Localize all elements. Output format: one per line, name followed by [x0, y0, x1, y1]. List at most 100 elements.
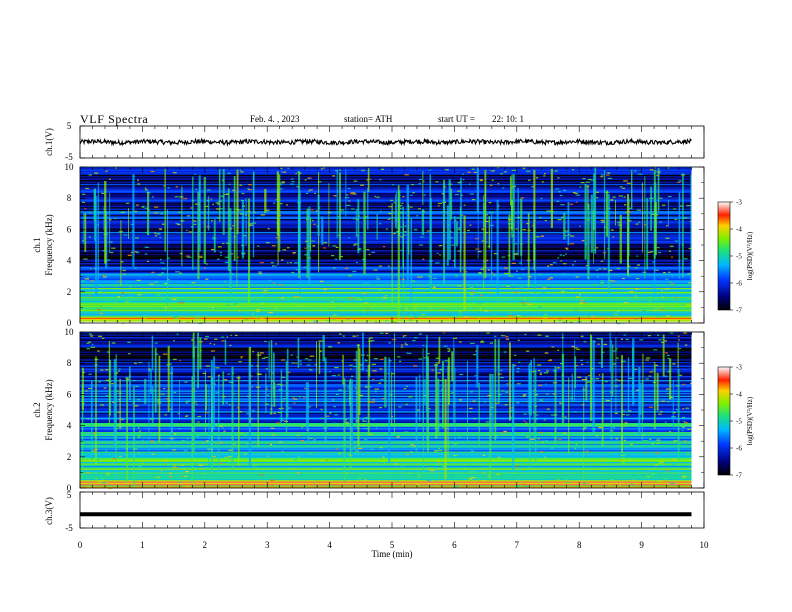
- spectrogram-speckle: [482, 479, 487, 482]
- spectrogram-row: [80, 303, 692, 305]
- spectrogram-speckle: [86, 472, 90, 474]
- spectrogram-speckle: [291, 271, 295, 274]
- spectrogram-speckle: [558, 319, 562, 321]
- spectrogram-speckle: [473, 417, 476, 420]
- spectrogram-speckle: [608, 484, 613, 486]
- spectrogram-speckle: [364, 216, 369, 218]
- spectrogram-speckle: [396, 436, 400, 438]
- spectrogram-row: [80, 190, 692, 192]
- spectrogram-speckle: [239, 300, 244, 302]
- spectrogram-speckle: [307, 177, 312, 179]
- spectrogram-speckle: [152, 453, 155, 455]
- spectrogram-speckle: [523, 394, 527, 396]
- spectrogram-speckle: [239, 432, 244, 434]
- spectrogram-speckle: [557, 257, 560, 259]
- spectrogram-speckle: [608, 269, 613, 272]
- spectrogram-row: [80, 289, 692, 291]
- spectrogram-speckle: [348, 200, 351, 202]
- spectrogram-streak: [197, 332, 199, 389]
- spectrogram-speckle: [409, 313, 413, 315]
- spectrogram-speckle: [474, 375, 477, 377]
- spectrogram-row: [80, 338, 692, 340]
- spectrogram-speckle: [159, 308, 162, 310]
- x-tick-label: 9: [639, 540, 644, 550]
- spectrogram-speckle: [388, 212, 392, 215]
- spectrogram-speckle: [437, 372, 441, 374]
- spectrogram-streak: [83, 213, 85, 245]
- spectrogram-speckle: [496, 167, 500, 169]
- spectrogram-speckle: [356, 234, 359, 236]
- spectrogram-speckle: [137, 452, 141, 454]
- spectrogram-streak: [248, 361, 251, 469]
- spectrogram-speckle: [376, 278, 381, 280]
- spectrogram-speckle: [413, 365, 418, 367]
- spectrogram-speckle: [434, 480, 439, 482]
- spectrogram-speckle: [131, 468, 134, 470]
- spectrogram-streak: [192, 332, 195, 358]
- spectrogram-speckle: [432, 286, 436, 288]
- spectrogram-speckle: [666, 392, 670, 395]
- spectrogram-speckle: [540, 235, 545, 237]
- spectrogram-speckle: [562, 273, 566, 275]
- spectrogram-speckle: [235, 334, 238, 336]
- spectrogram-streak: [488, 216, 490, 249]
- spectrogram-speckle: [541, 484, 546, 486]
- spectrogram-speckle: [140, 462, 144, 464]
- spectrogram-speckle: [160, 258, 162, 261]
- spectrogram-speckle: [674, 218, 678, 221]
- spectrogram-speckle: [198, 464, 204, 466]
- spectrogram-speckle: [360, 296, 365, 298]
- spectrogram-speckle: [526, 170, 531, 172]
- spectrogram-speckle: [403, 432, 408, 434]
- spectrogram-streak: [533, 219, 535, 271]
- spectrogram-speckle: [173, 464, 176, 466]
- spectrogram-speckle: [160, 469, 165, 471]
- spectrogram-speckle: [668, 281, 673, 283]
- spectrogram-speckle: [420, 236, 425, 238]
- spectrogram-speckle: [297, 472, 300, 474]
- spectrogram-streak: [207, 196, 210, 231]
- spectrogram-speckle: [107, 301, 111, 303]
- x-tick-label: 3: [265, 540, 270, 550]
- spectrogram-speckle: [416, 409, 421, 411]
- spectrogram-streak: [362, 332, 364, 371]
- spectrogram-speckle: [205, 278, 209, 280]
- spectrogram-speckle: [337, 295, 339, 297]
- spectrogram-speckle: [353, 244, 356, 246]
- spectrogram-streak: [224, 339, 227, 365]
- spectrogram-speckle: [329, 461, 333, 463]
- spectrogram-speckle: [224, 456, 228, 458]
- spectrogram-speckle: [379, 179, 382, 181]
- spectrogram-speckle: [88, 341, 92, 343]
- spectrogram-speckle: [113, 471, 117, 473]
- spectrogram-speckle: [90, 346, 96, 348]
- spectrogram-speckle: [166, 469, 169, 471]
- spectrogram-row: [80, 203, 692, 205]
- spectrogram-speckle: [188, 478, 191, 480]
- spectrogram-speckle: [392, 289, 395, 291]
- spectrogram-speckle: [669, 332, 674, 334]
- spectrogram-speckle: [455, 275, 458, 277]
- spectrogram-streak: [286, 348, 289, 418]
- spectrogram-row: [80, 311, 692, 313]
- spectrogram-speckle: [387, 218, 390, 220]
- spectrogram-speckle: [522, 229, 527, 231]
- spectrogram-row: [80, 434, 692, 437]
- spectrogram-speckle: [516, 402, 520, 404]
- spectrogram-streak: [316, 341, 317, 409]
- spectrogram-speckle: [603, 268, 607, 270]
- spectrogram-streak: [491, 374, 494, 432]
- spectrogram-speckle: [90, 280, 94, 282]
- spectrogram-row: [80, 234, 692, 237]
- spectrogram-streak: [368, 338, 371, 377]
- spectrogram-speckle: [459, 373, 464, 376]
- spectrogram-row: [80, 242, 692, 244]
- spectrogram-speckle: [320, 408, 323, 411]
- spectrogram-speckle: [537, 370, 541, 372]
- spectrogram-speckle: [482, 454, 486, 456]
- spectrogram-row: [80, 477, 692, 480]
- spectrogram-speckle: [177, 223, 181, 226]
- spectrogram-speckle: [585, 181, 590, 183]
- x-tick-label: 8: [577, 540, 582, 550]
- spectrogram-speckle: [666, 167, 670, 169]
